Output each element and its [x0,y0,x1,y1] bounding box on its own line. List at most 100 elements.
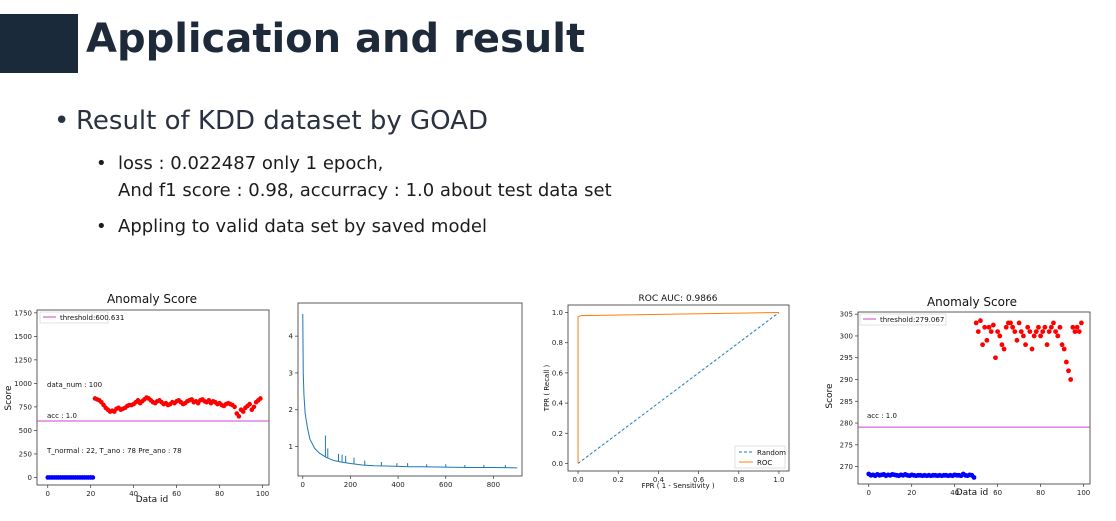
annotation-acc: acc : 1.0 [867,412,897,420]
anomaly-point [1074,324,1080,330]
anomaly-point [1018,329,1024,334]
slide-title: Application and result [86,16,586,62]
anomaly-point [1008,320,1013,326]
anomaly-point [1053,329,1059,334]
y-tick-label: 0.6 [552,369,564,377]
y-tick-label: 1.0 [552,309,563,317]
y-tick-label: 0 [28,474,32,482]
plot-area [297,302,523,477]
legend-box [39,311,109,324]
normal-point [90,475,96,480]
anomaly-point [1023,342,1028,348]
x-tick-label: 60 [172,490,181,498]
anomaly-point [240,409,246,414]
anomaly-point [1031,333,1037,339]
annotation-counts: T_normal : 22, T_ano : 78 Pre_ano : 78 [46,447,182,455]
anomaly-point [1063,359,1069,365]
y-tick-label: 290 [840,376,853,384]
anomaly-point [1016,320,1022,326]
y-tick-label: 3 [289,369,293,377]
x-axis-label: Data id [136,495,169,505]
x-tick-label: 0 [301,481,305,489]
x-tick-label: 0.4 [653,476,665,484]
anomaly-point [1001,346,1007,352]
y-axis-label: Score [825,383,835,409]
y-tick-label: 1750 [14,309,32,317]
y-tick-label: 0.2 [552,430,563,438]
anomaly-point [986,324,992,330]
y-tick-label: 1500 [14,333,32,341]
anomaly-point [1010,324,1016,330]
chart-title: Anomaly Score [927,295,1017,309]
anomaly-point [1048,324,1054,330]
normal-point [971,475,977,480]
y-axis-label: TPR ( Recall ) [543,365,551,413]
anomaly-point [247,401,252,407]
anomaly-point [1025,324,1031,330]
x-tick-label: 0.8 [733,476,744,484]
x-tick-label: 0.2 [613,476,624,484]
anomaly-point [993,355,998,361]
roc-curve-chart: ROC AUC: 0.9866 0.0 0.2 0.4 0.6 0.8 1.0 0.0 0.2… [543,294,790,490]
random-line [577,312,780,464]
anomaly-point [1057,324,1063,330]
x-tick-label: 40 [129,490,138,498]
loss-curve-chart: 0 200 400 600 800 1 2 3 4 [289,302,523,489]
anomaly-point [1036,324,1041,330]
y-tick-label: 500 [19,427,32,435]
y-tick-label: 1 [289,443,293,451]
plot-area [857,311,1091,485]
x-tick-label: 20 [907,489,916,497]
y-tick-label: 275 [840,441,853,449]
x-tick-label: 0 [46,490,50,498]
sub-bullet-text: Appling to valid data set by saved model [118,216,487,237]
y-tick-label: 1000 [14,380,32,388]
legend-box [859,313,947,326]
y-tick-label: 305 [840,311,853,319]
chart-title: ROC AUC: 0.9866 [639,294,718,304]
y-tick-label: 295 [840,354,853,362]
anomaly-point [984,337,990,343]
anomaly-point [1070,324,1076,330]
anomaly-score-chart-1: Anomaly Score 0 20 40 60 80 10002505007501000… [4,292,270,505]
bullet-dot: • [96,216,107,237]
annotation-acc: acc : 1.0 [47,412,77,420]
anomaly-point [1042,324,1048,330]
main-bullet: • Result of KDD dataset by GOAD [54,106,488,136]
sub-bullet-continuation: And f1 score : 0.98, accurracy : 1.0 abo… [118,177,612,204]
y-tick-label: 280 [840,420,853,428]
sub-bullet-text: loss : 0.022487 only 1 epoch, [118,153,384,174]
legend-threshold-label: threshold:279.067 [880,316,944,324]
anomaly-point [975,329,981,334]
anomaly-point [1012,329,1018,334]
anomaly-point [990,322,996,328]
y-tick-label: 0.0 [552,460,563,468]
y-tick-label: 0.4 [552,400,564,408]
x-tick-label: 20 [86,490,95,498]
anomaly-point [1027,329,1033,334]
anomaly-point [1029,346,1035,352]
sub-bullet-text: And f1 score : 0.98, accurracy : 1.0 abo… [118,180,612,201]
anomaly-point [232,404,237,410]
x-tick-label: 100 [256,490,269,498]
anomaly-point [1014,337,1020,343]
plot-area [36,309,270,486]
anomaly-point [973,320,979,326]
anomaly-point [980,342,985,348]
annotation-data-num: data_num : 100 [47,381,102,389]
x-tick-label: 200 [344,481,357,489]
y-axis-label: Score [4,385,14,411]
y-tick-label: 285 [840,398,853,406]
legend-threshold-label: threshold:600.631 [60,314,124,322]
anomaly-point [1044,342,1050,348]
legend-random-label: Random [757,449,786,457]
title-accent-block [0,14,78,73]
anomaly-point [997,333,1003,339]
x-tick-label: 100 [1077,489,1090,497]
x-tick-label: 80 [215,490,224,498]
x-tick-label: 600 [439,481,452,489]
x-tick-label: 0 [867,489,871,497]
legend-roc-label: ROC [757,459,772,467]
sub-bullet-loss: • loss : 0.022487 only 1 epoch, [96,150,383,177]
chart-title: Anomaly Score [107,292,197,306]
